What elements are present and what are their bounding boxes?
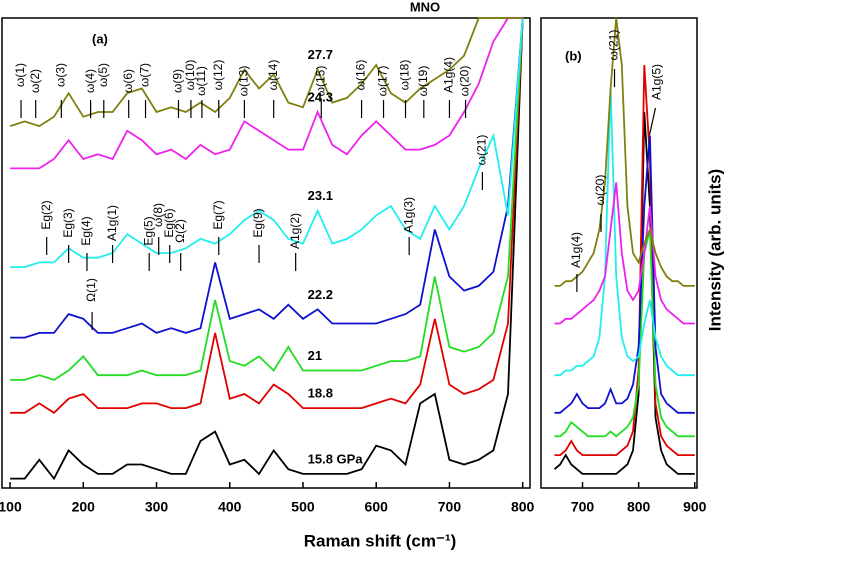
mode-label: A1g(5): [650, 64, 664, 100]
panel-label: (b): [565, 48, 582, 63]
curve-label: 15.8 GPa: [308, 451, 364, 466]
curve-label: 23.1: [308, 188, 333, 203]
x-tick-label: 800: [627, 499, 651, 515]
mode-label: ω(18): [398, 60, 412, 91]
spectrum-line: [10, 17, 524, 339]
y-axis-label: Intensity (arb. units): [705, 169, 724, 331]
mode-label: ω(21): [607, 30, 621, 61]
mode-label: Eg(9): [251, 208, 265, 237]
mode-label: A1g(2): [288, 213, 302, 249]
mode-label: ω(10): [183, 60, 197, 91]
mode-label: A1g(1): [105, 205, 119, 241]
mode-label: A1g(4): [442, 57, 456, 93]
spectrum-line: [554, 64, 695, 456]
mode-label: ω(9): [171, 69, 185, 93]
mode-label: Eg(5): [141, 216, 155, 245]
mode-label: ω(4): [83, 69, 97, 93]
mode-label: Eg(3): [61, 208, 75, 237]
spectrum-line: [554, 88, 695, 377]
mode-label: ω(13): [237, 66, 251, 97]
panel-label: (a): [92, 31, 108, 46]
spectrum-line: [10, 17, 524, 381]
spectrum-line: [10, 17, 524, 268]
x-tick-label: 700: [438, 499, 462, 515]
mode-label: Ω(2): [173, 219, 187, 243]
mode-label: ω(19): [416, 66, 430, 97]
mode-label: Eg(6): [162, 208, 176, 237]
x-tick-label: 900: [683, 499, 707, 515]
mode-label: ω(20): [458, 66, 472, 97]
mode-label: ω(17): [376, 66, 390, 97]
mode-label: Eg(2): [39, 200, 53, 229]
mode-label: ω(20): [593, 175, 607, 206]
curve-label: 22.2: [308, 287, 333, 302]
plot-frame: [540, 17, 698, 489]
mode-label: A1g(4): [569, 232, 583, 268]
mode-label: Eg(7): [211, 200, 225, 229]
spectrum-line: [554, 135, 695, 414]
spectrum-line: [10, 17, 523, 170]
mode-label: ω(16): [354, 60, 368, 91]
spectrum-line: [9, 17, 523, 128]
mode-label: ω(6): [121, 69, 135, 93]
x-tick-label: 700: [571, 499, 595, 515]
spectrum-line: [554, 17, 695, 287]
mode-label: ω(15): [313, 66, 327, 97]
x-tick-label: 600: [365, 499, 389, 515]
spectrum-line: [10, 17, 524, 414]
x-tick-label: 800: [511, 499, 535, 515]
mode-label: A1g(3): [401, 197, 415, 233]
mode-label: ω(8): [151, 203, 165, 227]
curve-label: 24.3: [308, 89, 333, 104]
mode-label: Eg(4): [79, 216, 93, 245]
mode-label: ω(12): [211, 60, 225, 91]
mode-label: ω(3): [53, 63, 67, 87]
curve-label: 18.8: [308, 386, 333, 401]
mode-label: ω(14): [266, 60, 280, 91]
mode-label: ω(2): [28, 69, 42, 93]
chart-title: MNO: [410, 0, 440, 14]
x-tick-label: 200: [72, 499, 96, 515]
x-tick-label: 400: [218, 499, 242, 515]
mode-marker: [648, 107, 657, 136]
x-axis-label: Raman shift (cm⁻¹): [304, 531, 457, 550]
x-tick-label: 100: [0, 499, 22, 515]
curve-label: 21: [308, 348, 322, 363]
x-tick-label: 500: [291, 499, 315, 515]
x-tick-label: 300: [145, 499, 169, 515]
curve-label: 27.7: [308, 47, 333, 62]
plot-frame: [1, 17, 531, 489]
spectrum-line: [554, 229, 695, 438]
mode-label: ω(11): [194, 66, 208, 96]
mode-label: Ω(1): [84, 278, 98, 302]
mode-label: ω(5): [96, 63, 110, 87]
mode-label: ω(21): [475, 135, 489, 166]
spectrum-line: [553, 111, 695, 475]
spectrum-line: [10, 17, 524, 481]
mode-label: ω(1): [13, 63, 27, 87]
mode-label: ω(7): [138, 63, 152, 87]
spectrum-line: [554, 182, 695, 325]
